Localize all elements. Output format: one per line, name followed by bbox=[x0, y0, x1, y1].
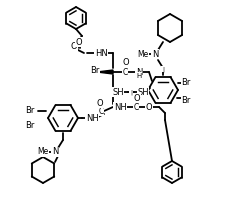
Text: NH: NH bbox=[114, 103, 126, 111]
Text: O: O bbox=[134, 93, 140, 103]
Polygon shape bbox=[97, 70, 113, 74]
Text: SH: SH bbox=[112, 88, 124, 96]
Text: C: C bbox=[98, 107, 104, 115]
Text: Br: Br bbox=[25, 121, 35, 129]
Text: O: O bbox=[97, 98, 103, 108]
Text: HN: HN bbox=[95, 49, 107, 57]
Text: Br: Br bbox=[25, 106, 35, 114]
Text: O: O bbox=[76, 37, 82, 47]
Text: |: | bbox=[162, 66, 164, 72]
Text: O: O bbox=[123, 57, 129, 67]
Text: Br: Br bbox=[181, 95, 191, 105]
Text: H: H bbox=[136, 73, 142, 79]
Text: Br: Br bbox=[181, 77, 191, 87]
Text: N: N bbox=[136, 68, 142, 76]
Text: N: N bbox=[52, 148, 58, 156]
Text: Me: Me bbox=[137, 50, 149, 58]
Text: Br: Br bbox=[90, 66, 100, 74]
Text: O: O bbox=[146, 103, 152, 111]
Text: |: | bbox=[130, 89, 132, 95]
Text: C: C bbox=[122, 68, 128, 76]
Text: N: N bbox=[152, 50, 158, 58]
Text: C: C bbox=[133, 103, 139, 111]
Text: O: O bbox=[71, 42, 77, 50]
Text: NH: NH bbox=[86, 113, 98, 123]
Text: SH: SH bbox=[137, 88, 149, 96]
Text: Me: Me bbox=[37, 148, 49, 156]
